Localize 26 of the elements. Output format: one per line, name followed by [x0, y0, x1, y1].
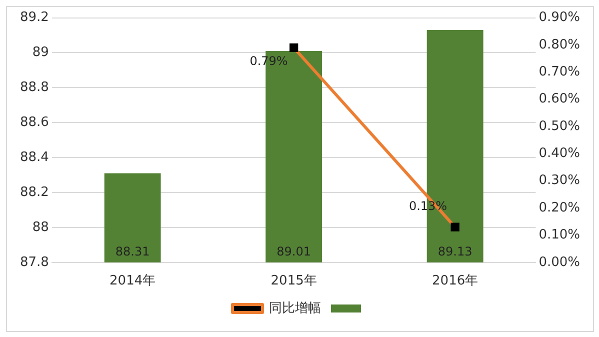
data-label: 89.01: [276, 244, 312, 259]
y2-tick-label: 0.30%: [538, 173, 580, 188]
y2-tick-label: 0.20%: [538, 200, 580, 216]
data-label: 89.13: [438, 244, 472, 259]
y2-tick-label: 0.00%: [538, 254, 580, 270]
y-tick-label: 88: [32, 220, 49, 235]
y-tick-label: 87.8: [20, 254, 49, 270]
x-tick-label: 2014年: [110, 274, 156, 289]
y-tick-label: 88.2: [20, 184, 49, 200]
y-tick-label: 89.2: [20, 10, 49, 26]
y-tick-label: 88.8: [20, 80, 49, 96]
y2-tick-label: 0.50%: [538, 118, 580, 134]
y2-tick-label: 0.40%: [538, 146, 580, 162]
x-tick-label: 2015年: [270, 274, 317, 289]
y-tick-label: 88.6: [20, 115, 49, 130]
data-label: 0.13%: [408, 199, 448, 214]
y2-tick-label: 0.90%: [538, 10, 580, 26]
y2-tick-label: 0.60%: [538, 92, 580, 107]
x-tick-label: 2016年: [432, 274, 478, 289]
y-tick-label: 89: [32, 45, 49, 60]
y2-tick-label: 0.80%: [538, 37, 580, 52]
y2-tick-label: 0.70%: [538, 64, 580, 80]
legend-label: 同比增幅: [269, 300, 321, 316]
data-label: 88.31: [115, 244, 150, 259]
y-tick-label: 88.4: [20, 150, 49, 165]
y2-tick-label: 0.10%: [538, 228, 580, 243]
